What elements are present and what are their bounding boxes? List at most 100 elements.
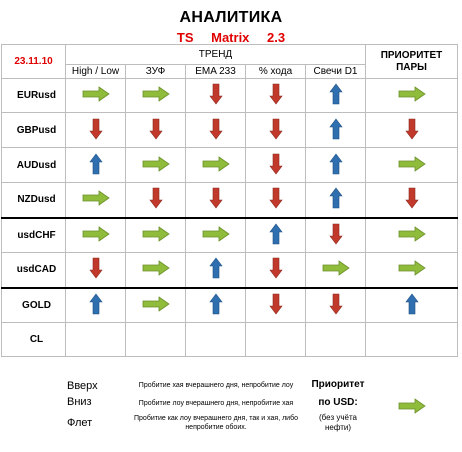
signal-cell bbox=[125, 112, 186, 148]
arrow-right-icon bbox=[82, 225, 110, 245]
legend-flat-label: Флет bbox=[67, 417, 93, 429]
arrow-down-icon bbox=[328, 293, 343, 318]
signal-cell bbox=[65, 252, 126, 288]
legend-down-note: Пробитие лоу вчерашнего дня, непробитие … bbox=[138, 400, 294, 407]
arrow-down-icon bbox=[268, 187, 283, 212]
signal-cell bbox=[305, 216, 366, 253]
priority-cell bbox=[365, 286, 458, 323]
arrow-down-icon bbox=[148, 187, 163, 212]
symbol-cell: CL bbox=[1, 322, 66, 357]
table-row: GBPusd bbox=[1, 112, 458, 148]
signal-cell bbox=[185, 286, 246, 323]
arrow-down-icon bbox=[404, 187, 419, 212]
signal-cell bbox=[125, 182, 186, 218]
arrow-up-icon bbox=[404, 293, 419, 318]
arrow-down-icon bbox=[208, 118, 223, 143]
signal-cell bbox=[65, 78, 126, 113]
symbol-cell: GOLD bbox=[1, 286, 66, 323]
arrow-up-icon bbox=[208, 257, 223, 282]
signal-cell bbox=[125, 322, 186, 357]
priority-cell bbox=[365, 78, 458, 113]
signal-cell bbox=[185, 322, 246, 357]
signal-cell bbox=[245, 182, 306, 218]
arrow-right-icon bbox=[142, 86, 170, 105]
arrow-down-icon bbox=[328, 223, 343, 248]
symbol-cell: EURusd bbox=[1, 78, 66, 113]
column-header: ЗУФ bbox=[125, 64, 186, 79]
priority-usd-title: Приоритет bbox=[311, 379, 365, 390]
arrow-right-icon bbox=[398, 155, 426, 175]
arrow-right-icon bbox=[142, 295, 170, 315]
arrow-right-icon bbox=[398, 398, 426, 419]
signal-cell bbox=[185, 147, 246, 183]
legend-up-note: Пробитие хая вчерашнего дня, непробитие … bbox=[138, 382, 294, 389]
arrow-down-icon bbox=[208, 83, 223, 108]
legend-flat-note: Пробитие как лоу вчерашнего дня, так и х… bbox=[134, 415, 298, 431]
column-header: Свечи D1 bbox=[305, 64, 366, 79]
signal-cell bbox=[125, 147, 186, 183]
arrow-right-icon bbox=[398, 260, 426, 279]
signal-cell bbox=[185, 216, 246, 253]
arrow-right-icon bbox=[142, 155, 170, 175]
signal-cell bbox=[305, 182, 366, 218]
signal-cell bbox=[305, 147, 366, 183]
arrow-down-icon bbox=[88, 257, 103, 282]
priority-usd-sub: по USD: bbox=[318, 397, 358, 408]
signal-cell bbox=[245, 252, 306, 288]
signal-cell bbox=[125, 286, 186, 323]
symbol-cell: AUDusd bbox=[1, 147, 66, 183]
signal-cell bbox=[305, 112, 366, 148]
arrow-down-icon bbox=[148, 118, 163, 143]
arrow-down-icon bbox=[268, 153, 283, 178]
signal-cell bbox=[305, 252, 366, 288]
table-row: EURusd bbox=[1, 78, 458, 113]
signal-cell bbox=[185, 182, 246, 218]
subtitle-version: 2.3 bbox=[267, 30, 286, 45]
page-subtitle: TS Matrix 2.3 bbox=[0, 30, 462, 45]
signal-cell bbox=[245, 78, 306, 113]
signal-cell bbox=[185, 252, 246, 288]
analytics-table: 23.11.10 ТРЕНД ПРИОРИТЕТ ПАРЫ High / Low… bbox=[1, 44, 458, 357]
column-header: % хода bbox=[245, 64, 306, 79]
priority-usd-arrow bbox=[398, 398, 426, 419]
priority-cell bbox=[365, 322, 458, 357]
signal-cell bbox=[245, 216, 306, 253]
arrow-up-icon bbox=[88, 293, 103, 318]
arrow-right-icon bbox=[322, 260, 350, 279]
signal-cell bbox=[125, 216, 186, 253]
arrow-right-icon bbox=[202, 225, 230, 245]
table-row: GOLD bbox=[1, 286, 458, 323]
arrow-up-icon bbox=[328, 118, 343, 143]
arrow-right-icon bbox=[82, 86, 110, 105]
arrow-down-icon bbox=[404, 118, 419, 143]
symbol-cell: usdCHF bbox=[1, 216, 66, 253]
signal-cell bbox=[305, 322, 366, 357]
signal-cell bbox=[305, 78, 366, 113]
symbol-cell: NZDusd bbox=[1, 182, 66, 218]
arrow-down-icon bbox=[268, 257, 283, 282]
symbol-cell: GBPusd bbox=[1, 112, 66, 148]
signal-cell bbox=[245, 322, 306, 357]
legend-up-label: Вверх bbox=[67, 380, 98, 392]
arrow-right-icon bbox=[202, 155, 230, 175]
priority-cell bbox=[365, 252, 458, 288]
date-cell: 23.11.10 bbox=[1, 44, 66, 79]
arrow-right-icon bbox=[82, 190, 110, 209]
signal-cell bbox=[125, 252, 186, 288]
priority-cell bbox=[365, 216, 458, 253]
arrow-up-icon bbox=[268, 223, 283, 248]
subtitle-matrix: Matrix bbox=[211, 30, 250, 45]
arrow-down-icon bbox=[268, 293, 283, 318]
arrow-up-icon bbox=[328, 153, 343, 178]
priority-header: ПРИОРИТЕТ ПАРЫ bbox=[365, 44, 458, 79]
signal-cell bbox=[185, 78, 246, 113]
signal-cell bbox=[185, 112, 246, 148]
arrow-right-icon bbox=[398, 225, 426, 245]
trend-header: ТРЕНД bbox=[65, 44, 366, 65]
table-row: AUDusd bbox=[1, 147, 458, 183]
arrow-down-icon bbox=[268, 83, 283, 108]
signal-cell bbox=[245, 147, 306, 183]
arrow-up-icon bbox=[328, 83, 343, 108]
priority-cell bbox=[365, 112, 458, 148]
signal-cell bbox=[65, 147, 126, 183]
